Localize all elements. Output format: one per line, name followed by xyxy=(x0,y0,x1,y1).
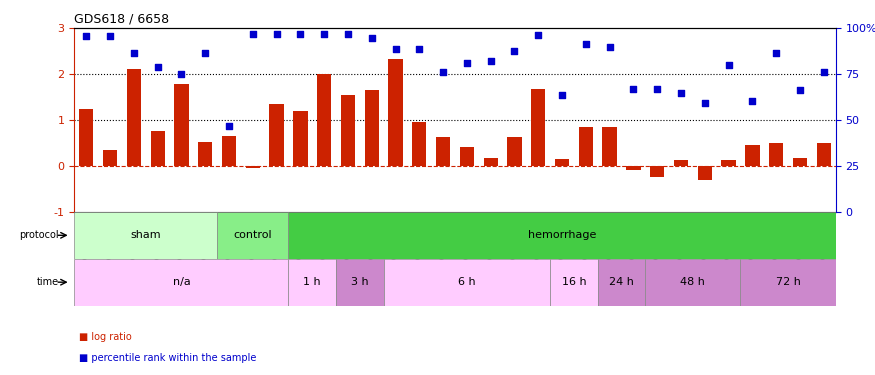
Bar xyxy=(74,259,289,306)
Point xyxy=(293,31,307,37)
Point xyxy=(412,46,426,52)
Point xyxy=(388,46,402,52)
Text: n/a: n/a xyxy=(172,277,190,287)
Point xyxy=(722,62,736,68)
Text: 3 h: 3 h xyxy=(351,277,368,287)
Point xyxy=(246,31,260,37)
Text: 48 h: 48 h xyxy=(681,277,705,287)
Bar xyxy=(646,259,740,306)
Text: GDS618 / 6658: GDS618 / 6658 xyxy=(74,13,170,26)
Point xyxy=(769,50,783,56)
Text: hemorrhage: hemorrhage xyxy=(528,230,596,240)
Bar xyxy=(674,160,688,166)
Bar xyxy=(383,259,550,306)
Text: ■ log ratio: ■ log ratio xyxy=(79,333,131,342)
Point xyxy=(199,50,213,56)
Bar xyxy=(598,259,646,306)
Point xyxy=(270,31,284,37)
Text: 16 h: 16 h xyxy=(562,277,586,287)
Bar xyxy=(289,212,836,259)
Point xyxy=(436,69,450,75)
Point xyxy=(317,31,331,37)
Bar xyxy=(74,212,217,259)
Bar xyxy=(341,95,355,166)
Bar xyxy=(555,159,570,166)
Bar xyxy=(79,108,94,166)
Point xyxy=(103,33,117,39)
Point xyxy=(507,48,522,54)
Bar xyxy=(365,90,379,166)
Bar xyxy=(217,212,289,259)
Point xyxy=(816,69,830,75)
Bar xyxy=(697,166,712,180)
Bar xyxy=(198,142,213,166)
Bar xyxy=(150,132,164,166)
Text: sham: sham xyxy=(130,230,161,240)
Text: ■ percentile rank within the sample: ■ percentile rank within the sample xyxy=(79,353,256,363)
Bar xyxy=(270,104,284,166)
Bar xyxy=(722,160,736,166)
Bar xyxy=(746,145,760,166)
Text: time: time xyxy=(37,277,60,287)
Point xyxy=(531,32,545,38)
Text: 24 h: 24 h xyxy=(609,277,634,287)
Point xyxy=(697,99,711,105)
Bar xyxy=(246,166,260,168)
Point xyxy=(150,64,164,70)
Bar xyxy=(336,259,383,306)
Bar xyxy=(289,259,336,306)
Point xyxy=(555,92,569,98)
Bar xyxy=(816,143,831,166)
Bar xyxy=(769,143,783,166)
Bar xyxy=(740,259,836,306)
Bar xyxy=(317,74,332,166)
Point xyxy=(579,41,593,47)
Bar xyxy=(127,69,141,166)
Bar xyxy=(174,84,189,166)
Bar xyxy=(388,59,402,166)
Point xyxy=(365,35,379,41)
Point xyxy=(341,31,355,37)
Bar xyxy=(531,89,545,166)
Point xyxy=(80,33,94,39)
Point xyxy=(650,86,664,92)
Bar xyxy=(650,166,664,177)
Bar xyxy=(578,127,593,166)
Text: protocol: protocol xyxy=(19,230,60,240)
Bar xyxy=(293,111,307,166)
Point xyxy=(484,58,498,64)
Bar xyxy=(550,259,598,306)
Point xyxy=(174,71,188,77)
Text: 1 h: 1 h xyxy=(304,277,321,287)
Point xyxy=(460,60,474,66)
Point xyxy=(626,86,640,92)
Bar xyxy=(626,166,640,170)
Text: 72 h: 72 h xyxy=(775,277,801,287)
Text: 6 h: 6 h xyxy=(458,277,476,287)
Point xyxy=(793,87,807,93)
Bar xyxy=(507,138,522,166)
Point xyxy=(127,50,141,56)
Point xyxy=(222,123,236,129)
Bar xyxy=(484,158,498,166)
Bar xyxy=(603,127,617,166)
Bar xyxy=(459,147,474,166)
Bar xyxy=(412,122,426,166)
Point xyxy=(603,44,617,50)
Bar xyxy=(103,150,117,166)
Point xyxy=(746,98,760,104)
Bar xyxy=(222,136,236,166)
Bar xyxy=(436,138,451,166)
Text: control: control xyxy=(234,230,272,240)
Bar xyxy=(793,158,807,166)
Point xyxy=(674,90,688,96)
